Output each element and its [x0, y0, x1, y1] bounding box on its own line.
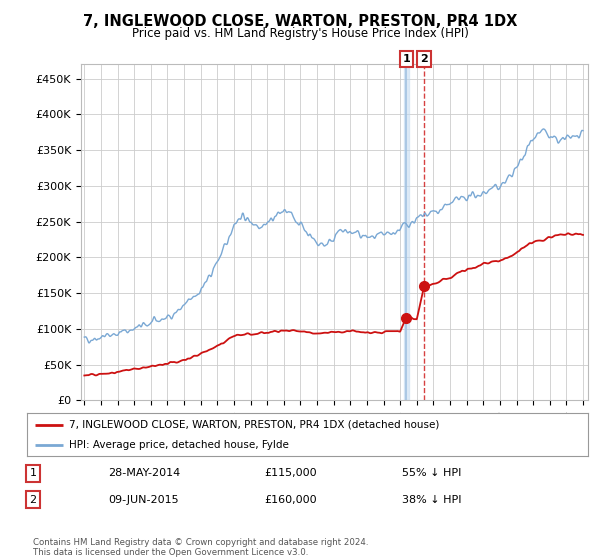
- Text: 38% ↓ HPI: 38% ↓ HPI: [402, 494, 461, 505]
- Text: 2: 2: [29, 494, 37, 505]
- Text: Price paid vs. HM Land Registry's House Price Index (HPI): Price paid vs. HM Land Registry's House …: [131, 27, 469, 40]
- Text: 2: 2: [420, 54, 428, 64]
- Text: Contains HM Land Registry data © Crown copyright and database right 2024.
This d: Contains HM Land Registry data © Crown c…: [33, 538, 368, 557]
- Text: 7, INGLEWOOD CLOSE, WARTON, PRESTON, PR4 1DX: 7, INGLEWOOD CLOSE, WARTON, PRESTON, PR4…: [83, 14, 517, 29]
- Text: 55% ↓ HPI: 55% ↓ HPI: [402, 468, 461, 478]
- Text: HPI: Average price, detached house, Fylde: HPI: Average price, detached house, Fyld…: [69, 441, 289, 450]
- Text: £115,000: £115,000: [264, 468, 317, 478]
- Bar: [404, 64, 409, 400]
- Text: 28-MAY-2014: 28-MAY-2014: [108, 468, 180, 478]
- Text: 1: 1: [29, 468, 37, 478]
- Text: 7, INGLEWOOD CLOSE, WARTON, PRESTON, PR4 1DX (detached house): 7, INGLEWOOD CLOSE, WARTON, PRESTON, PR4…: [69, 420, 439, 430]
- Text: 09-JUN-2015: 09-JUN-2015: [108, 494, 179, 505]
- Text: £160,000: £160,000: [264, 494, 317, 505]
- Text: 1: 1: [403, 54, 410, 64]
